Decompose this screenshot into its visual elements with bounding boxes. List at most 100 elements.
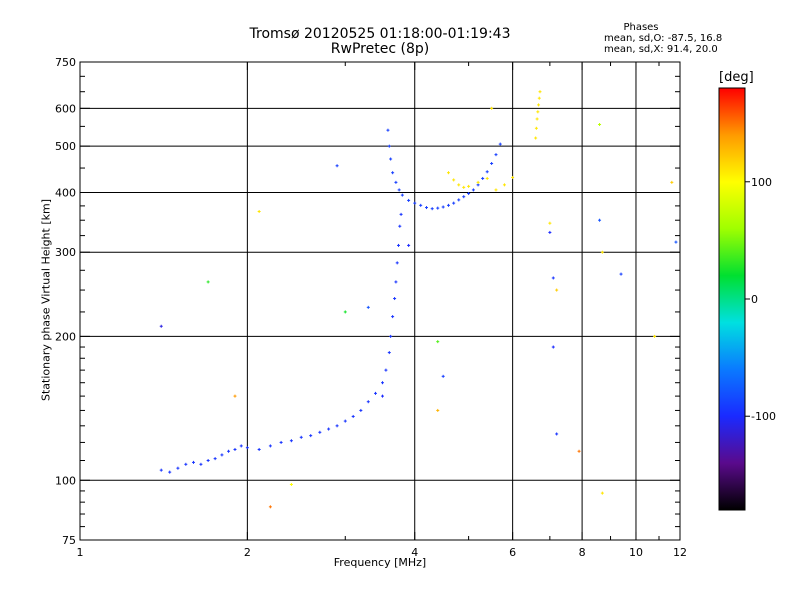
data-point (490, 161, 494, 165)
data-point (548, 230, 552, 234)
data-point (400, 193, 404, 197)
data-point (245, 446, 249, 450)
data-point (537, 103, 541, 107)
data-point (233, 394, 237, 398)
data-point (467, 192, 471, 196)
data-point (213, 457, 217, 461)
data-point (674, 240, 678, 244)
colorbar-tick-label: -100 (751, 410, 776, 423)
data-point (389, 334, 393, 338)
phases-x-mode-stats: mean, sd,X: 91.4, 20.0 (604, 44, 718, 55)
data-point (498, 142, 502, 146)
data-point (227, 449, 231, 453)
data-point (537, 96, 541, 100)
data-point (397, 188, 401, 192)
data-point (168, 470, 172, 474)
colorbar-scale (718, 87, 746, 511)
data-point (359, 408, 363, 412)
data-point (233, 447, 237, 451)
data-point (335, 424, 339, 428)
data-point (481, 176, 485, 180)
data-point (551, 345, 555, 349)
data-point (394, 280, 398, 284)
data-point (452, 201, 456, 205)
data-point (380, 381, 384, 385)
x-tick-label: 10 (629, 546, 643, 559)
data-point (555, 288, 559, 292)
data-point (670, 180, 674, 184)
data-point (289, 439, 293, 443)
data-point (268, 505, 272, 509)
x-axis-label: Frequency [MHz] (333, 556, 427, 569)
data-point (389, 157, 393, 161)
data-point (598, 218, 602, 222)
data-point (393, 297, 397, 301)
data-point (485, 176, 489, 180)
data-point (425, 206, 429, 210)
data-point (366, 305, 370, 309)
data-point (600, 491, 604, 495)
phases-heading: Phases (623, 22, 659, 33)
data-points (159, 90, 678, 509)
y-tick-label: 500 (55, 140, 76, 153)
data-point (343, 419, 347, 423)
x-tick-label: 8 (579, 546, 586, 559)
data-point (534, 126, 538, 130)
data-point (391, 315, 395, 319)
data-point (289, 482, 293, 486)
data-point (467, 184, 471, 188)
data-point (206, 458, 210, 462)
data-point (206, 280, 210, 284)
data-point (441, 374, 445, 378)
data-point (184, 462, 188, 466)
grid-lines (80, 62, 680, 540)
data-point (502, 183, 506, 187)
data-point (257, 210, 261, 214)
chart-subtitle: RwPretec (8p) (330, 41, 430, 57)
data-point (653, 334, 657, 338)
x-tick-label: 2 (244, 546, 251, 559)
x-tick-label: 1 (77, 546, 84, 559)
y-axis-label: Stationary phase Virtual Height [km] (39, 198, 53, 402)
data-point (407, 198, 411, 202)
y-tick-label: 400 (55, 186, 76, 199)
data-point (436, 408, 440, 412)
data-point (430, 207, 434, 211)
data-point (309, 434, 313, 438)
data-point (327, 427, 331, 431)
data-point (373, 391, 377, 395)
data-point (419, 203, 423, 207)
data-point (399, 212, 403, 216)
data-point (343, 310, 347, 314)
data-point (279, 440, 283, 444)
data-point (511, 175, 515, 179)
data-point (386, 128, 390, 132)
data-point (387, 351, 391, 355)
data-point (191, 460, 195, 464)
data-point (394, 180, 398, 184)
colorbar-tick-label: 100 (751, 176, 772, 189)
colorbar-tick-label: 0 (751, 293, 758, 306)
data-point (600, 250, 604, 254)
data-point (413, 201, 417, 205)
data-point (476, 180, 480, 184)
plot-frame (79, 61, 681, 541)
data-point (220, 453, 224, 457)
data-point (548, 221, 552, 225)
x-tick-label: 6 (509, 546, 516, 559)
data-point (441, 205, 445, 209)
data-point (380, 394, 384, 398)
data-point (538, 90, 542, 94)
y-tick-label: 200 (55, 330, 76, 343)
data-point (407, 243, 411, 247)
data-point (446, 203, 450, 207)
phases-o-mode-stats: mean, sd,O: -87.5, 16.8 (604, 33, 723, 44)
data-point (159, 468, 163, 472)
data-point (199, 462, 203, 466)
data-point (351, 414, 355, 418)
x-tick-label: 4 (411, 546, 418, 559)
data-point (335, 164, 339, 168)
data-point (536, 110, 540, 114)
